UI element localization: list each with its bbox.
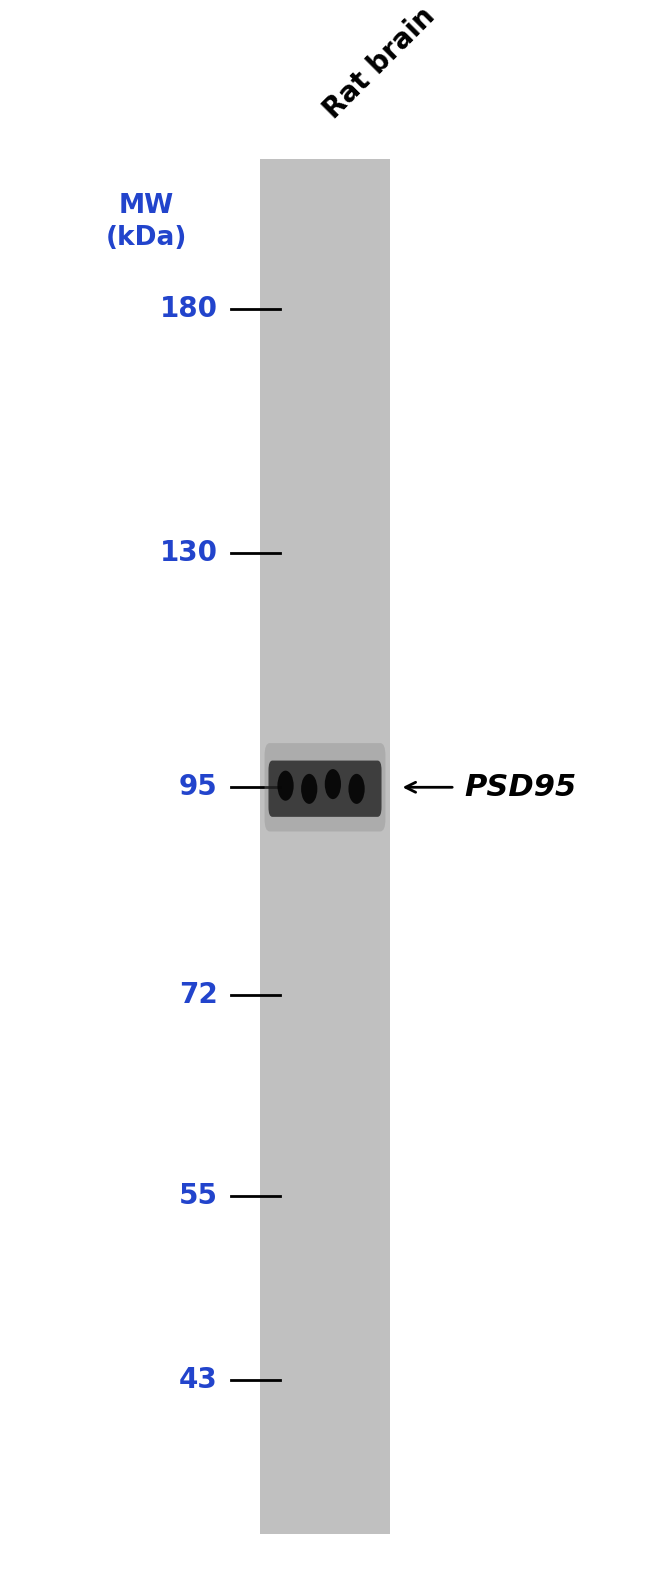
Text: 43: 43 [179, 1366, 218, 1394]
Text: PSD95: PSD95 [465, 773, 577, 801]
Text: 180: 180 [160, 296, 218, 323]
FancyBboxPatch shape [265, 743, 385, 832]
Ellipse shape [348, 774, 365, 805]
FancyBboxPatch shape [268, 760, 382, 817]
Text: 55: 55 [179, 1183, 218, 1210]
Bar [260, 159, 390, 1534]
Ellipse shape [325, 770, 341, 800]
Text: MW
(kDa): MW (kDa) [105, 192, 187, 251]
Text: 130: 130 [160, 539, 218, 566]
Text: 95: 95 [179, 773, 218, 801]
Text: Rat brain: Rat brain [318, 2, 441, 124]
Text: 72: 72 [179, 981, 218, 1008]
Ellipse shape [278, 771, 294, 801]
Ellipse shape [301, 774, 317, 805]
